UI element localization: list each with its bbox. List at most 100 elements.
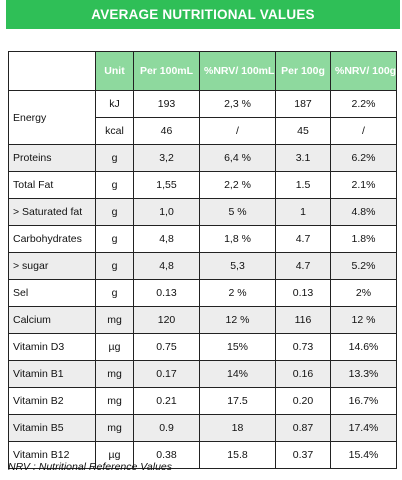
row-nrv-100g: 2% bbox=[330, 279, 397, 307]
row-per-100g: 1.5 bbox=[275, 171, 331, 199]
header-unit: Unit bbox=[95, 51, 134, 91]
table-row-energy-kj: Energy kJ 193 2,3 % 187 2.2% bbox=[8, 90, 397, 145]
row-unit: g bbox=[95, 144, 134, 172]
row-nrv-100ml: 2,3 % bbox=[199, 90, 276, 118]
table-row: Total Fat g 1,55 2,2 % 1.5 2.1% bbox=[8, 171, 397, 199]
row-unit: mg bbox=[95, 360, 134, 388]
row-nrv-100g: 17.4% bbox=[330, 414, 397, 442]
row-nrv-100ml: 15.8 bbox=[199, 441, 276, 469]
nrv-footnote: NRV : Nutritional Reference Values bbox=[8, 461, 172, 473]
row-per-100g: 0.87 bbox=[275, 414, 331, 442]
row-per-100ml: 0.17 bbox=[133, 360, 200, 388]
row-per-100g: 3.1 bbox=[275, 144, 331, 172]
row-nrv-100g: 5.2% bbox=[330, 252, 397, 280]
table-title: AVERAGE NUTRITIONAL VALUES bbox=[6, 0, 400, 29]
row-per-100ml: 120 bbox=[133, 306, 200, 334]
header-nrv-100ml: %NRV/ 100mL bbox=[199, 51, 276, 91]
table-row: Vitamin B1 mg 0.17 14% 0.16 13.3% bbox=[8, 360, 397, 388]
row-nrv-100ml: 2,2 % bbox=[199, 171, 276, 199]
row-per-100ml: 4,8 bbox=[133, 252, 200, 280]
row-name: Vitamin B5 bbox=[8, 414, 96, 442]
row-name: Proteins bbox=[8, 144, 96, 172]
row-per-100ml: 0.9 bbox=[133, 414, 200, 442]
row-unit: kJ bbox=[95, 90, 134, 118]
row-name: Sel bbox=[8, 279, 96, 307]
row-per-100ml: 1,55 bbox=[133, 171, 200, 199]
row-nrv-100g: 6.2% bbox=[330, 144, 397, 172]
table-row: Vitamin B2 mg 0.21 17.5 0.20 16.7% bbox=[8, 387, 397, 415]
table-row: Carbohydrates g 4,8 1,8 % 4.7 1.8% bbox=[8, 225, 397, 253]
row-per-100ml: 193 bbox=[133, 90, 200, 118]
row-nrv-100ml: / bbox=[199, 117, 276, 145]
row-per-100ml: 3,2 bbox=[133, 144, 200, 172]
row-per-100g: 0.73 bbox=[275, 333, 331, 361]
row-per-100g: 45 bbox=[275, 117, 331, 145]
header-per-100ml: Per 100mL bbox=[133, 51, 200, 91]
table-row: Vitamin B12 µg 0.38 15.8 0.37 15.4% bbox=[8, 441, 397, 469]
row-per-100g: 116 bbox=[275, 306, 331, 334]
table-row: Calcium mg 120 12 % 116 12 % bbox=[8, 306, 397, 334]
row-per-100ml: 46 bbox=[133, 117, 200, 145]
row-per-100ml: 0.38 bbox=[133, 441, 200, 469]
row-unit: µg bbox=[95, 333, 134, 361]
header-nrv-100g: %NRV/ 100g bbox=[330, 51, 397, 91]
row-nrv-100ml: 1,8 % bbox=[199, 225, 276, 253]
row-nrv-100ml: 6,4 % bbox=[199, 144, 276, 172]
row-name-energy: Energy bbox=[8, 90, 96, 145]
row-nrv-100ml: 17.5 bbox=[199, 387, 276, 415]
row-nrv-100g: 12 % bbox=[330, 306, 397, 334]
row-unit: kcal bbox=[95, 117, 134, 145]
row-nrv-100g: 2.1% bbox=[330, 171, 397, 199]
row-name: > sugar bbox=[8, 252, 96, 280]
row-name: Carbohydrates bbox=[8, 225, 96, 253]
row-name: Total Fat bbox=[8, 171, 96, 199]
row-name: Vitamin B12 bbox=[8, 441, 96, 469]
row-nrv-100ml: 14% bbox=[199, 360, 276, 388]
row-nrv-100g: 15.4% bbox=[330, 441, 397, 469]
header-row: Unit Per 100mL %NRV/ 100mL Per 100g %NRV… bbox=[8, 51, 397, 91]
row-per-100ml: 4,8 bbox=[133, 225, 200, 253]
row-name: Vitamin B1 bbox=[8, 360, 96, 388]
row-per-100ml: 0.75 bbox=[133, 333, 200, 361]
table-row: Vitamin B5 mg 0.9 18 0.87 17.4% bbox=[8, 414, 397, 442]
row-unit: g bbox=[95, 225, 134, 253]
row-nrv-100g: 16.7% bbox=[330, 387, 397, 415]
table-row: Proteins g 3,2 6,4 % 3.1 6.2% bbox=[8, 144, 397, 172]
row-per-100g: 187 bbox=[275, 90, 331, 118]
row-name: > Saturated fat bbox=[8, 198, 96, 226]
row-nrv-100g: 14.6% bbox=[330, 333, 397, 361]
row-unit: g bbox=[95, 171, 134, 199]
row-nrv-100g: 2.2% bbox=[330, 90, 397, 118]
row-per-100g: 4.7 bbox=[275, 225, 331, 253]
row-nrv-100ml: 5 % bbox=[199, 198, 276, 226]
row-nrv-100ml: 12 % bbox=[199, 306, 276, 334]
row-nrv-100g: / bbox=[330, 117, 397, 145]
row-unit: g bbox=[95, 198, 134, 226]
nutrition-table: Unit Per 100mL %NRV/ 100mL Per 100g %NRV… bbox=[8, 51, 397, 469]
row-per-100g: 1 bbox=[275, 198, 331, 226]
row-nrv-100ml: 15% bbox=[199, 333, 276, 361]
table-row: Vitamin D3 µg 0.75 15% 0.73 14.6% bbox=[8, 333, 397, 361]
row-per-100g: 0.20 bbox=[275, 387, 331, 415]
row-per-100g: 4.7 bbox=[275, 252, 331, 280]
row-name: Vitamin B2 bbox=[8, 387, 96, 415]
row-name: Calcium bbox=[8, 306, 96, 334]
row-nrv-100g: 4.8% bbox=[330, 198, 397, 226]
row-name: Vitamin D3 bbox=[8, 333, 96, 361]
row-unit: g bbox=[95, 279, 134, 307]
row-per-100ml: 0.13 bbox=[133, 279, 200, 307]
row-unit: mg bbox=[95, 414, 134, 442]
row-nrv-100ml: 18 bbox=[199, 414, 276, 442]
table-row: > Saturated fat g 1,0 5 % 1 4.8% bbox=[8, 198, 397, 226]
table-row: Sel g 0.13 2 % 0.13 2% bbox=[8, 279, 397, 307]
row-unit: mg bbox=[95, 306, 134, 334]
row-unit: mg bbox=[95, 387, 134, 415]
row-per-100g: 0.16 bbox=[275, 360, 331, 388]
row-unit: g bbox=[95, 252, 134, 280]
row-unit: µg bbox=[95, 441, 134, 469]
row-nrv-100g: 1.8% bbox=[330, 225, 397, 253]
row-per-100ml: 1,0 bbox=[133, 198, 200, 226]
row-per-100ml: 0.21 bbox=[133, 387, 200, 415]
table-row-energy-kcal: kcal 46 / 45 / bbox=[9, 117, 397, 145]
row-per-100g: 0.37 bbox=[275, 441, 331, 469]
